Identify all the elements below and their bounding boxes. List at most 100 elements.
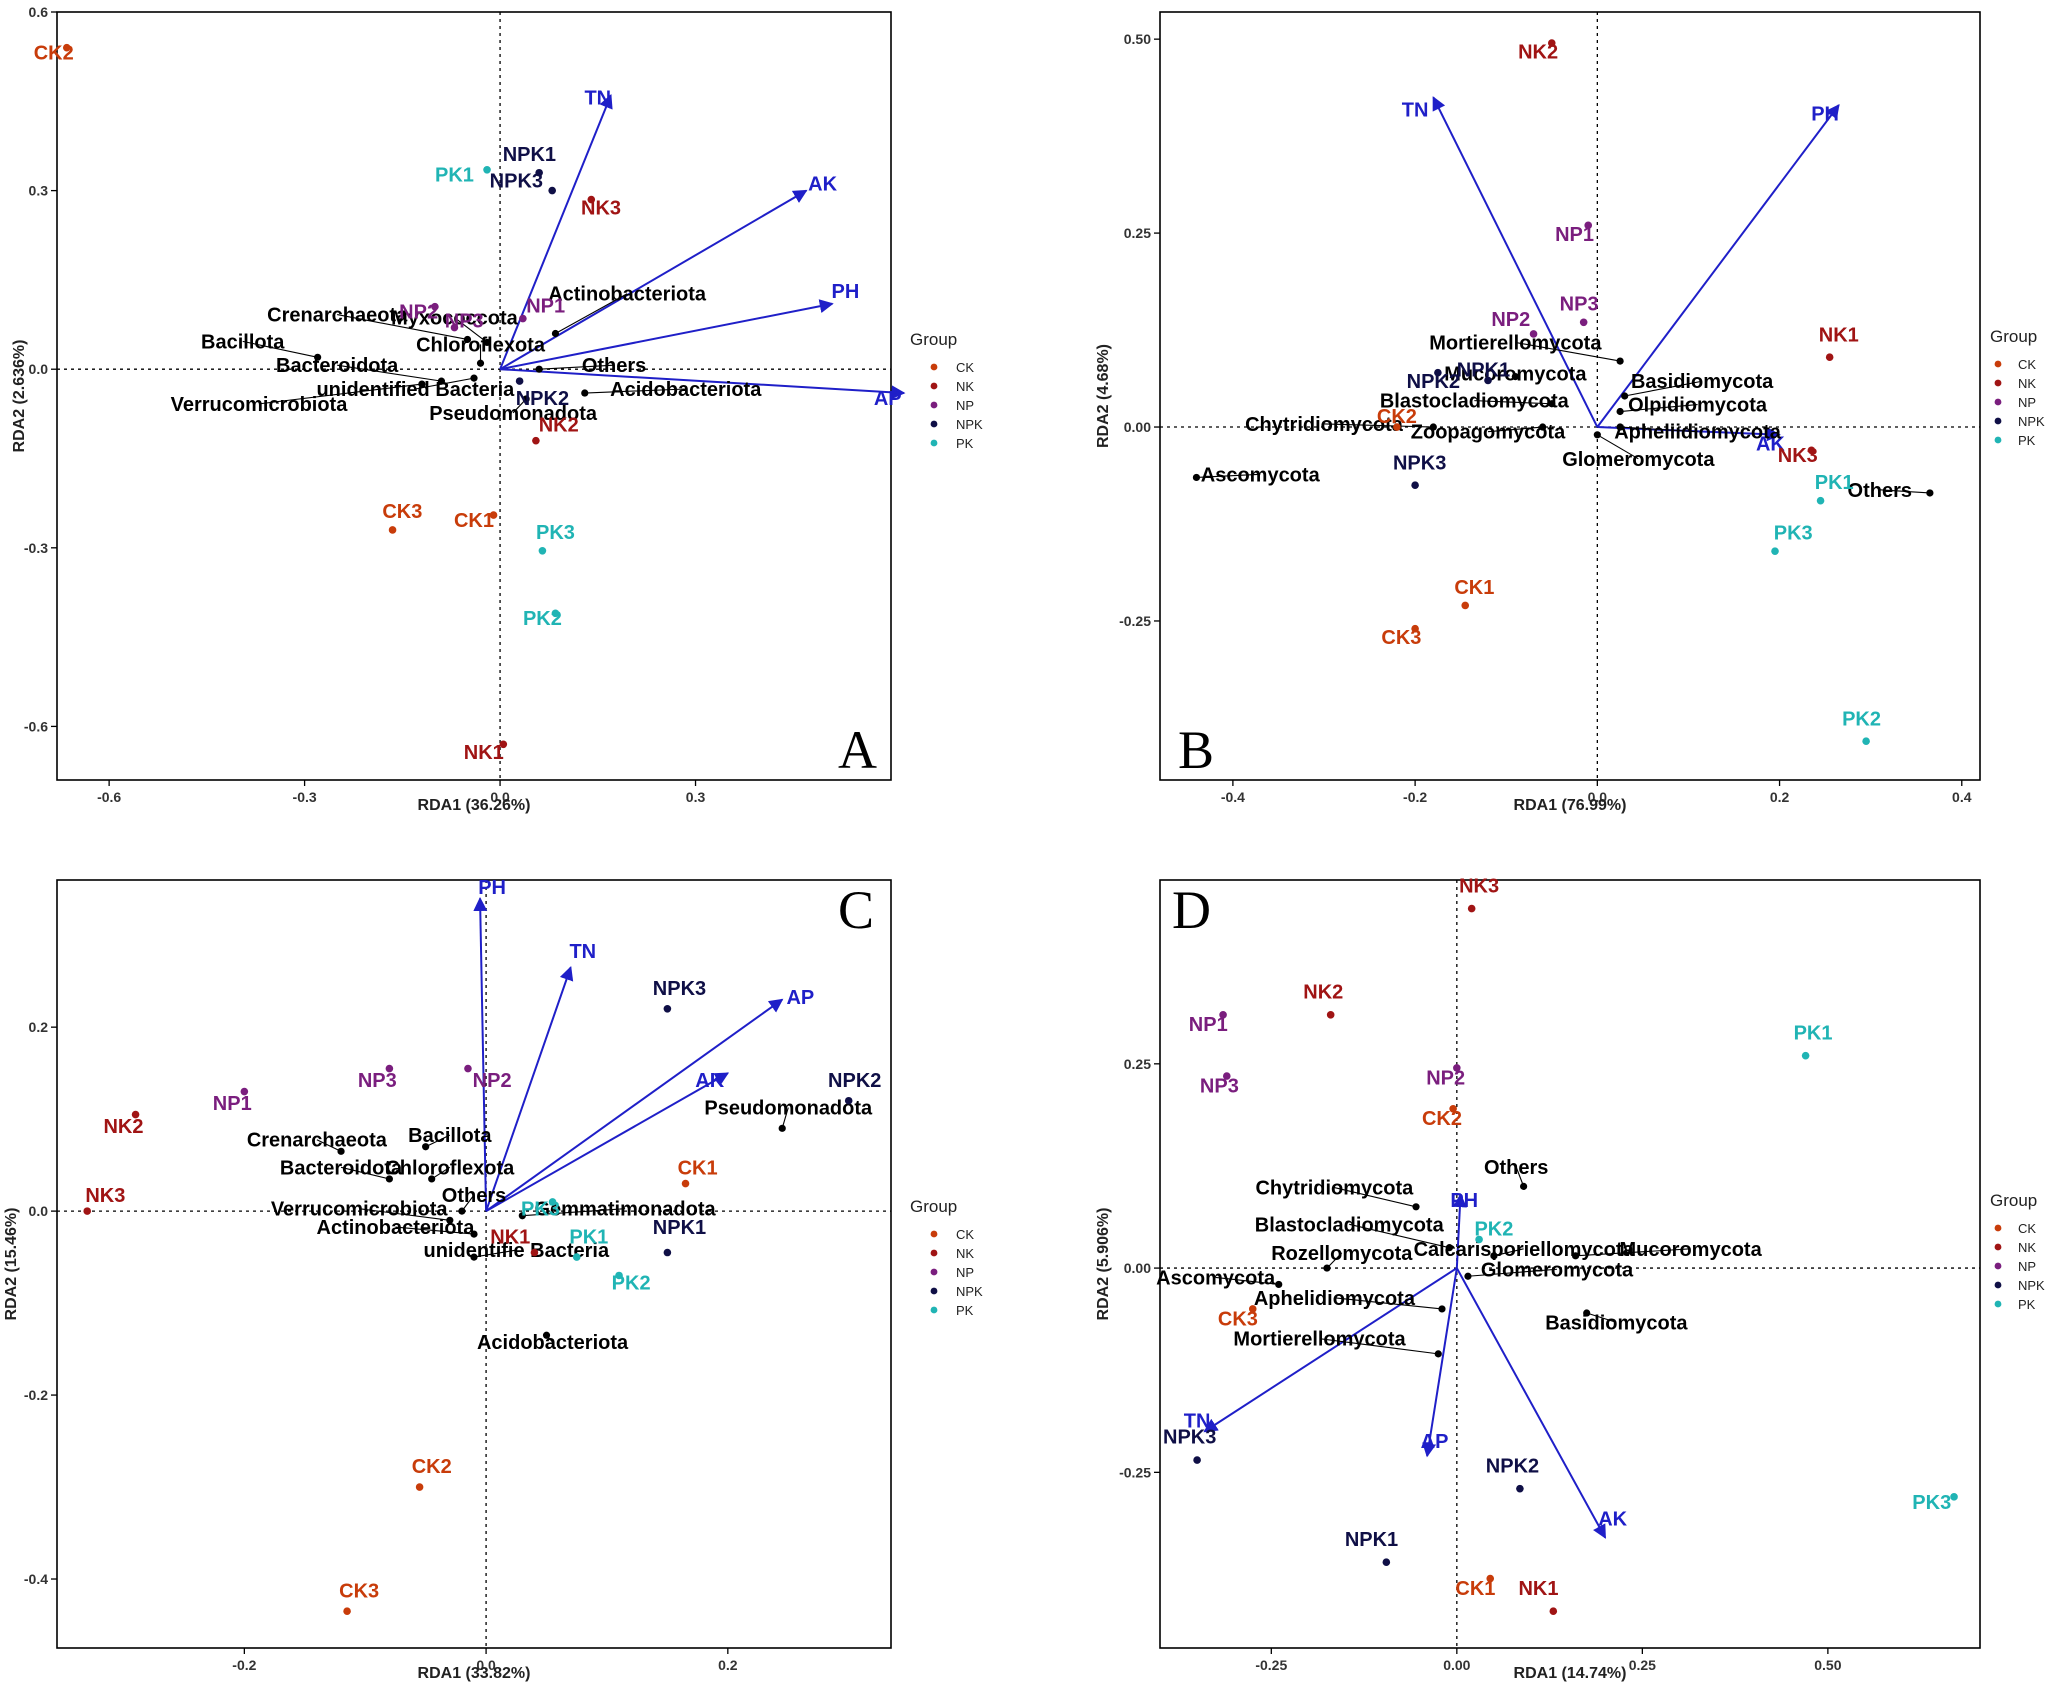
species-leader-others (1879, 489, 1930, 494)
species-point-verrucomicrobiota (446, 1216, 454, 1224)
species-leader-bacillota (242, 340, 318, 358)
legend-dot-npk (1994, 417, 2002, 425)
sample-label-npk3: NPK3 (1163, 1427, 1216, 1449)
species-point-crenarchaeota (337, 1147, 345, 1155)
panel-c-letter: C (838, 880, 874, 940)
x-tick-label: 0.2 (1770, 789, 1790, 805)
sample-label-np1: NP1 (1555, 224, 1594, 246)
sample-point-pk2 (1862, 737, 1870, 746)
species-leader-bacteroidota (340, 1166, 390, 1180)
legend-dot-np (930, 401, 938, 409)
env-label-ph: PH (478, 877, 506, 899)
species-point-bacillota (422, 1143, 430, 1151)
x-tick-label: 0.0 (490, 789, 510, 805)
env-arrow-ak (499, 189, 808, 371)
species-label-glomeromycota: Glomeromycota (1562, 449, 1715, 471)
panel-c-zero-lines (57, 880, 891, 1648)
legend-label-nk: NK (2018, 1240, 2036, 1255)
panel-a-species: Actinobacteriota CrenarchaeotaMyxococcota… (171, 284, 763, 425)
sample-point-npk2 (1516, 1484, 1524, 1493)
sample-label-npk2: NPK2 (1486, 1455, 1539, 1477)
species-leader-chytridiomycota (1334, 1187, 1417, 1208)
species-leader-bacteroidota (337, 364, 442, 382)
panel-a-axes: -0.6 -0.3 0.0 0.3 -0.6 -0.3 0.0 0.3 0.6 (24, 4, 706, 805)
species-point-glomeromycota (1464, 1272, 1472, 1280)
x-tick-label: -0.6 (97, 789, 121, 805)
sample-point-nk3 (587, 195, 596, 204)
panel-d-axes: -0.25 0.00 0.25 0.50 -0.25 0.00 0.25 (1119, 1056, 1842, 1673)
legend-label-ck: CK (2018, 1221, 2036, 1236)
sample-point-ck1 (489, 511, 498, 519)
sample-label-npk3: NPK3 (1393, 453, 1446, 475)
species-label-blastocladiomycota: Blastocladiomycota (1380, 391, 1570, 413)
y-tick-label: 0.2 (29, 1019, 49, 1035)
sample-label-pk3: PK3 (536, 522, 575, 544)
species-leader-zoopagomycota (1487, 426, 1543, 433)
sample-point-np3 (1579, 318, 1588, 327)
env-arrow-ph (499, 299, 834, 371)
species-point-acidobacteriota (542, 1331, 551, 1339)
env-arrow-tn (485, 966, 574, 1212)
species-leader-calcarisporiellomycota (1493, 1248, 1524, 1257)
species-point-aphelidiomycota (1438, 1305, 1446, 1313)
sample-label-nk3: NK3 (581, 197, 621, 219)
species-label-chloroflexota: Chloroflexota (416, 334, 546, 356)
panel-d: PH TN AP AK Others Chytridiomycota Blastoclad… (1095, 875, 2045, 1682)
sample-label-np2: NP2 (1426, 1067, 1465, 1089)
sample-point-np3 (385, 1064, 394, 1073)
panel-c-env-arrows: PH TN AP AK (473, 877, 814, 1212)
sample-label-npk1: NPK1 (1345, 1529, 1398, 1551)
sample-label-pk2: PK2 (1842, 709, 1881, 731)
species-label-basidiomycota: Basidiomycota (1545, 1312, 1688, 1334)
species-leader-glomeromycota (1467, 1268, 1558, 1277)
legend-dot-ck (930, 1230, 938, 1238)
sample-label-np2: NP2 (473, 1070, 512, 1092)
species-label-others: Others (442, 1185, 506, 1207)
species-label-pseudomonadota: Pseudomonadota (429, 403, 598, 425)
species-point-unidentified-bacteria (470, 374, 478, 382)
panel-d-samples: CK1CK2CK3NK1NK2NK3NP1NP2NP3NPK1NPK2NPK3P… (1163, 875, 1958, 1616)
env-label-tn: TN (584, 87, 611, 109)
sample-point-npk1 (1382, 1558, 1391, 1567)
panel-d-legend: Group CK NK NP NPK PK (1990, 1191, 2045, 1312)
panel-a-legend: Group CK NK NP NPK PK (910, 330, 983, 451)
sample-label-pk2: PK2 (523, 608, 562, 630)
sample-label-ck3: CK3 (1218, 1308, 1258, 1330)
sample-label-nk2: NK2 (1303, 981, 1343, 1003)
species-point-ascomycota (1275, 1280, 1283, 1289)
panel-c-y-axis-title: RDA2 (15.46%) (3, 1208, 20, 1321)
env-label-ak: AK (808, 174, 837, 196)
species-label-unidentified-bacteria: unidentified Bacteria (316, 379, 515, 401)
env-label-ap: AP (874, 388, 902, 410)
sample-point-nk2 (1547, 39, 1556, 47)
species-label-aphelidiomycota: Aphelidiomycota (1254, 1288, 1416, 1310)
species-label-mucoromycota: Mucoromycota (1619, 1239, 1762, 1261)
x-tick-label: -0.25 (1255, 1657, 1287, 1673)
species-leader-gemmatimonadota (522, 1208, 626, 1217)
species-label-mucoromycota: Mucoromycota (1444, 363, 1587, 385)
sample-label-pk3: PK3 (1912, 1492, 1951, 1514)
species-label-bacteroidota: Bacteroidota (280, 1157, 403, 1179)
legend-dot-pk (1994, 436, 2002, 444)
legend-label-npk: NPK (2018, 414, 2045, 429)
species-leader-mucoromycota (1575, 1248, 1691, 1257)
y-tick-label: 0.25 (1124, 1056, 1151, 1072)
species-point-others (535, 365, 543, 373)
panel-b-env-arrows: TN PH AK (1402, 96, 1840, 455)
panel-c-species: Bacillota Crenarchaeota BacteroidotaChloro… (247, 1098, 873, 1355)
panel-b: TN PH AK Mortierellomycota Mucoromycota Basi… (1095, 11, 2045, 814)
sample-label-np1: NP1 (526, 296, 565, 318)
species-point-myxococcota (483, 338, 491, 347)
legend-title: Group (910, 1197, 957, 1216)
species-label-myxococcota: Myxococcota (391, 308, 519, 330)
sample-label-npk3: NPK3 (653, 978, 706, 1000)
sample-point-nk1 (1825, 353, 1834, 362)
legend-dot-np (1994, 1262, 2002, 1270)
species-point-bacteroidota (385, 1175, 393, 1183)
sample-point-nk1 (499, 740, 508, 749)
sample-point-pk3 (1950, 1493, 1958, 1501)
x-tick-label: 0.2 (718, 1657, 738, 1673)
panel-a-x-axis-title: RDA1 (36.26%) (418, 797, 531, 814)
species-point-chloroflexota (476, 359, 485, 367)
species-label-glomeromycota: Glomeromycota (1481, 1259, 1634, 1281)
